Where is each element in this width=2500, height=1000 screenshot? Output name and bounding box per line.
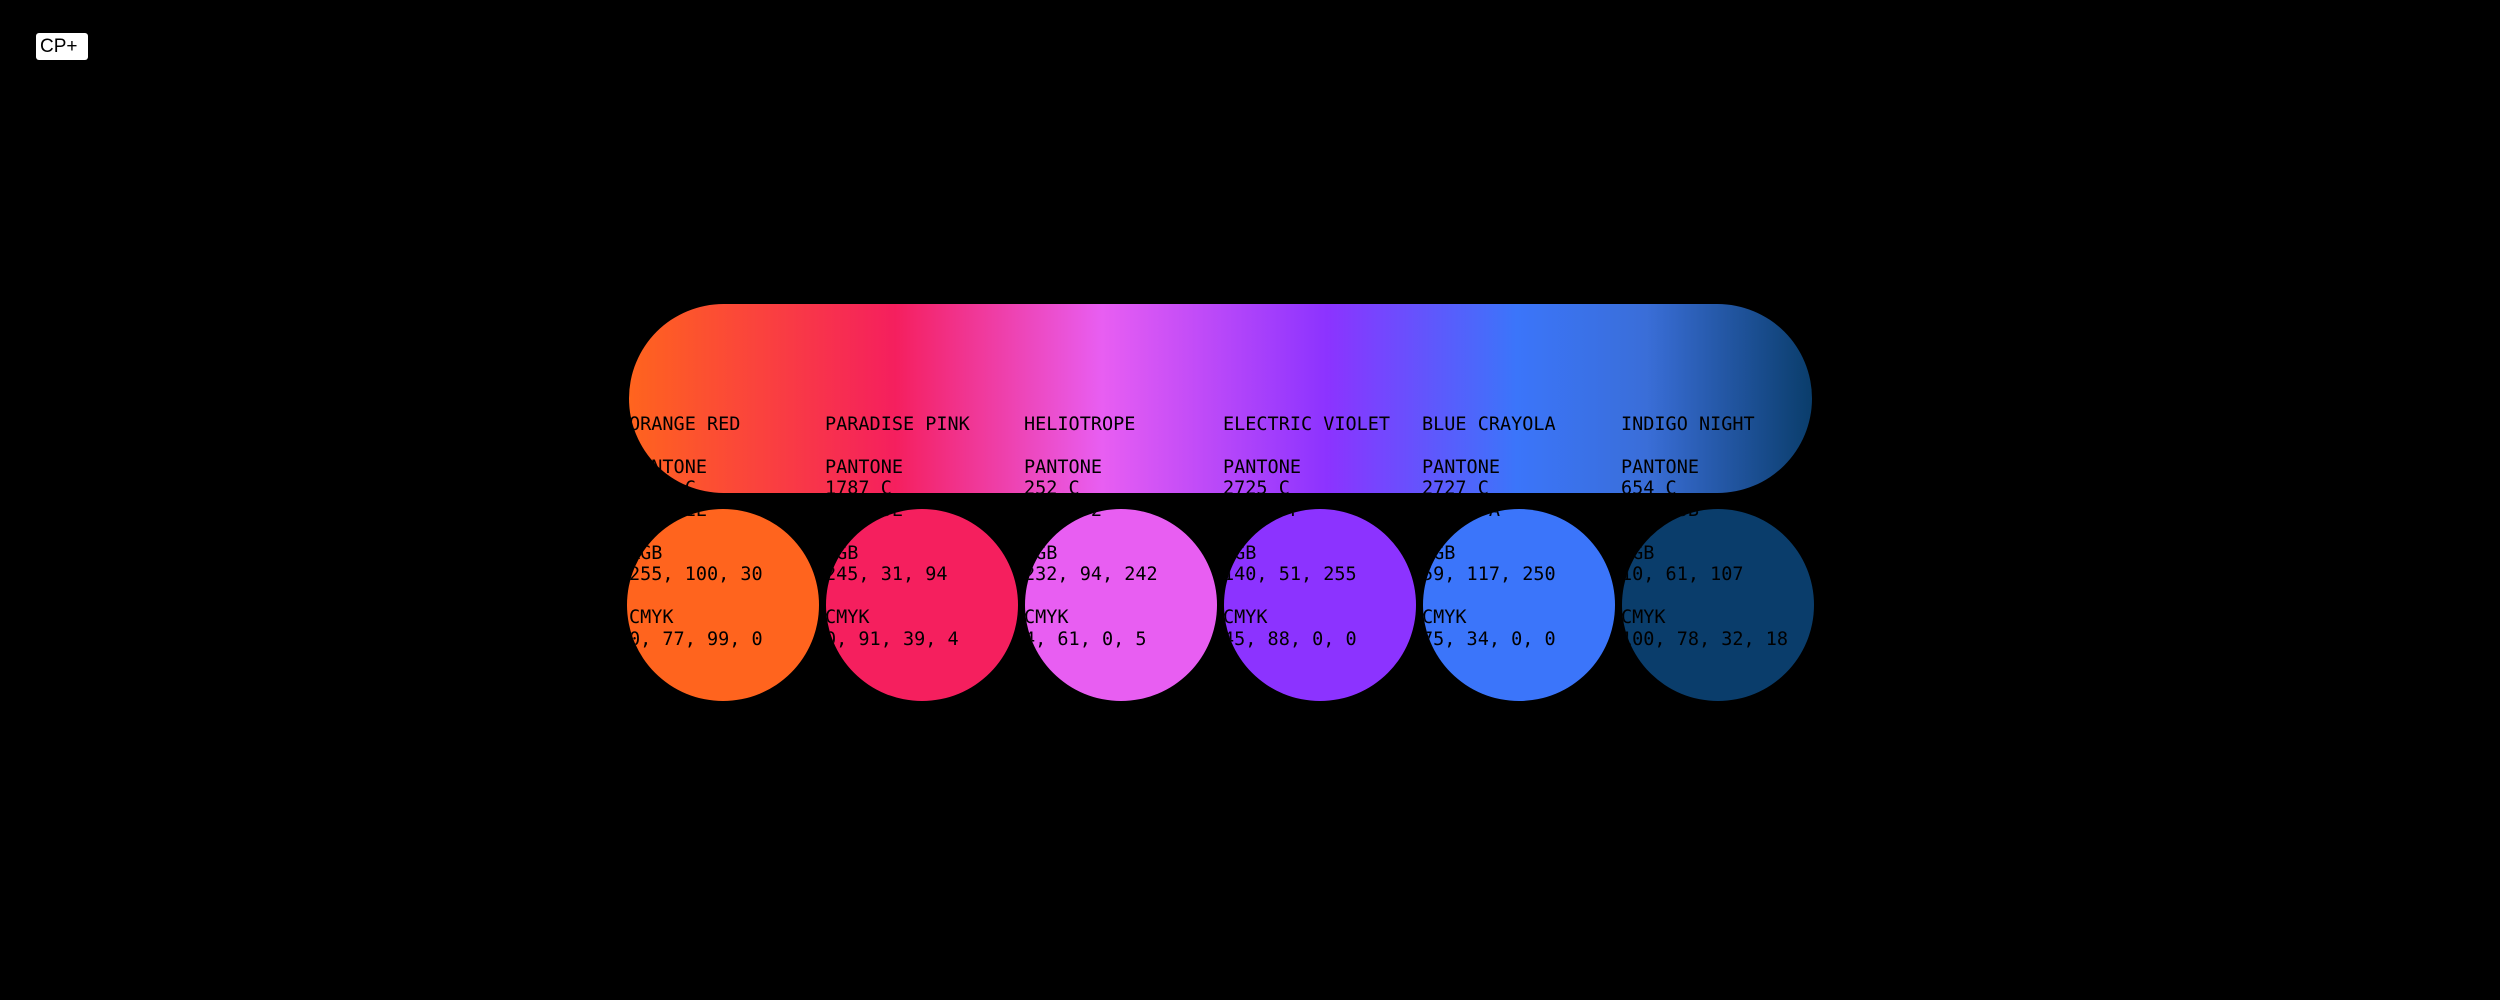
- cmyk-label: CMYK: [629, 607, 674, 629]
- swatch-info-4: BLUE CRAYOLA PANTONE 2727 C #3B75FA RGB 59, 1…: [1422, 0, 1621, 1000]
- swatch-info-5: INDIGO NIGHT PANTONE 654 C #0A3D6B RGB 10, 61…: [1621, 0, 1820, 1000]
- pantone-value: 654 C: [1621, 478, 1677, 493]
- swatch-circle-electric-violet: [1224, 509, 1416, 701]
- swatch-bottom-block: #E85EF2 RGB 232, 94, 242 CMYK 4, 61, 0, 5: [1025, 509, 1217, 701]
- pantone-value: 1655 C: [629, 478, 696, 493]
- cmyk-label: CMYK: [1025, 607, 1069, 629]
- cmyk-value: 0, 91, 39, 4: [826, 628, 959, 650]
- rgb-value: 10, 61, 107: [1622, 564, 1744, 586]
- cmyk-value: 45, 88, 0, 0: [1224, 628, 1357, 650]
- cmyk-label: CMYK: [826, 607, 870, 629]
- rgb-label: RGB: [629, 542, 663, 564]
- swatch-circle-heliotrope: [1025, 509, 1217, 701]
- hex-value: #3B75FA: [1423, 509, 1500, 522]
- rgb-value: 140, 51, 255: [1224, 564, 1357, 586]
- cmyk-label: CMYK: [1622, 607, 1666, 629]
- rgb-label: RGB: [1025, 542, 1058, 564]
- rgb-label: RGB: [1423, 542, 1456, 564]
- hex-value: #E85EF2: [1025, 509, 1102, 522]
- pantone-label: PANTONE: [629, 456, 707, 478]
- swatch-info-3: ELECTRIC VIOLET PANTONE 2725 C #8C33FF RGB 14…: [1223, 0, 1422, 1000]
- pantone-value: 252 C: [1024, 478, 1080, 493]
- swatch-top-block: PARADISE PINK PANTONE 1787 C: [825, 304, 1024, 493]
- pantone-value: 2727 C: [1422, 478, 1489, 493]
- swatch-top-block: ELECTRIC VIOLET PANTONE 2725 C: [1223, 304, 1422, 493]
- pantone-label: PANTONE: [1621, 456, 1699, 478]
- swatch-circle-blue-crayola: [1423, 509, 1615, 701]
- swatch-top-block: HELIOTROPE PANTONE 252 C: [1024, 304, 1223, 493]
- hex-value: #0A3D6B: [1622, 509, 1699, 522]
- rgb-label: RGB: [1622, 542, 1655, 564]
- cp-plus-badge: CP+: [36, 33, 88, 60]
- rgb-label: RGB: [826, 542, 859, 564]
- swatch-name: ORANGE RED: [629, 414, 741, 435]
- hex-value: #FF641E: [629, 509, 707, 522]
- pantone-label: PANTONE: [1223, 456, 1301, 478]
- swatch-info-1: PARADISE PINK PANTONE 1787 C #F51F5E RGB 245,…: [825, 0, 1024, 1000]
- swatch-bottom-block: #FF641E RGB 255, 100, 30 CMYK 0, 77, 99, 0: [629, 509, 819, 701]
- swatch-circle-orange-red: [627, 509, 819, 701]
- pantone-value: 1787 C: [825, 478, 892, 493]
- rgb-value: 245, 31, 94: [826, 564, 948, 586]
- swatch-name: INDIGO NIGHT: [1621, 414, 1755, 435]
- pantone-value: 2725 C: [1223, 478, 1290, 493]
- cmyk-label: CMYK: [1423, 607, 1467, 629]
- swatch-circle-indigo-night: [1622, 509, 1814, 701]
- swatch-name: ELECTRIC VIOLET: [1223, 414, 1391, 435]
- swatch-bottom-block: #0A3D6B RGB 10, 61, 107 CMYK 100, 78, 32, 18: [1622, 509, 1814, 701]
- swatch-info-0: ORANGE RED PANTONE 1655 C #FF641E RGB 255, 10…: [629, 0, 828, 1000]
- cmyk-value: 0, 77, 99, 0: [629, 628, 763, 650]
- swatch-name: PARADISE PINK: [825, 414, 970, 435]
- swatch-top-block: ORANGE RED PANTONE 1655 C: [629, 304, 828, 493]
- swatch-top-block: INDIGO NIGHT PANTONE 654 C: [1621, 304, 1820, 493]
- swatch-top-block: BLUE CRAYOLA PANTONE 2727 C: [1422, 304, 1621, 493]
- rgb-value: 232, 94, 242: [1025, 564, 1158, 586]
- swatch-bottom-block: #8C33FF RGB 140, 51, 255 CMYK 45, 88, 0, 0: [1224, 509, 1416, 701]
- hex-value: #F51F5E: [826, 509, 903, 522]
- rgb-value: 59, 117, 250: [1423, 564, 1556, 586]
- swatch-circle-paradise-pink: [826, 509, 1018, 701]
- hex-value: #8C33FF: [1224, 509, 1301, 522]
- pantone-label: PANTONE: [1422, 456, 1500, 478]
- swatch-bottom-block: #3B75FA RGB 59, 117, 250 CMYK 75, 34, 0, 0: [1423, 509, 1615, 701]
- cmyk-value: 4, 61, 0, 5: [1025, 628, 1147, 650]
- cmyk-value: 100, 78, 32, 18: [1622, 628, 1789, 650]
- gradient-pill: [629, 304, 1812, 493]
- swatch-name: HELIOTROPE: [1024, 414, 1136, 435]
- cmyk-value: 75, 34, 0, 0: [1423, 628, 1556, 650]
- cmyk-label: CMYK: [1224, 607, 1268, 629]
- pantone-label: PANTONE: [1024, 456, 1102, 478]
- pantone-label: PANTONE: [825, 456, 903, 478]
- rgb-label: RGB: [1224, 542, 1257, 564]
- swatch-info-2: HELIOTROPE PANTONE 252 C #E85EF2 RGB 232, 94,…: [1024, 0, 1223, 1000]
- swatch-name: BLUE CRAYOLA: [1422, 414, 1556, 435]
- swatch-bottom-block: #F51F5E RGB 245, 31, 94 CMYK 0, 91, 39, 4: [826, 509, 1018, 701]
- rgb-value: 255, 100, 30: [629, 564, 763, 586]
